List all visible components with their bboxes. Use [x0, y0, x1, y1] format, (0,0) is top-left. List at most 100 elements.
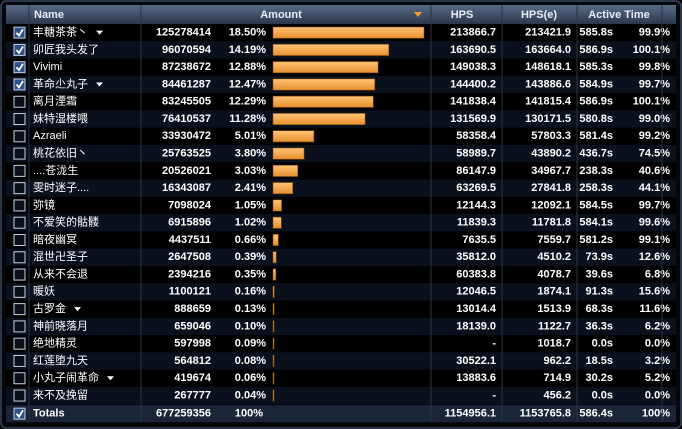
player-name: 混世卍圣子 [33, 250, 88, 263]
header-active-time[interactable]: Active Time [588, 9, 650, 21]
row-bg [6, 179, 676, 197]
expand-arrow[interactable] [107, 376, 114, 381]
checkbox[interactable] [13, 130, 26, 143]
checkbox[interactable] [13, 216, 26, 229]
checkbox[interactable] [13, 234, 26, 246]
hps: 35812.0 [456, 251, 496, 263]
checkbox[interactable] [13, 182, 26, 195]
player-name: 妹特湿楼喂 [33, 111, 88, 125]
hpse: 1018.7 [537, 338, 571, 350]
player-name: 桃花依旧丶 [33, 146, 88, 160]
player-name: 革命尐丸子 [33, 76, 88, 90]
hpse: 130171.5 [525, 113, 571, 125]
active-percent: 15.6% [639, 286, 670, 298]
amount-bar [272, 303, 275, 316]
header-amount[interactable]: Amount [260, 9, 302, 21]
expand-arrow[interactable] [74, 307, 81, 312]
header-hps[interactable]: HPS [451, 9, 474, 21]
checkbox[interactable] [13, 95, 26, 108]
hpse: 143886.6 [525, 78, 571, 90]
percent: 0.13% [235, 303, 266, 315]
hpse: 57803.3 [531, 130, 571, 142]
row-bg [6, 352, 676, 370]
percent: 0.04% [235, 389, 266, 401]
expand-arrow[interactable] [96, 30, 103, 35]
amount-bar [272, 337, 275, 350]
active-percent: 99.7% [639, 199, 670, 211]
checkbox[interactable] [13, 372, 26, 385]
check-mark [15, 409, 24, 419]
amount-bar [272, 320, 275, 333]
amount-bar [272, 199, 282, 212]
totals-name: Totals [33, 408, 65, 420]
player-name: 小丸子闹革命 [33, 370, 99, 384]
checkbox[interactable] [13, 78, 26, 91]
row-bg [6, 127, 676, 145]
checkbox[interactable] [13, 147, 26, 160]
checkbox[interactable] [13, 407, 26, 420]
hpse: 148618.1 [525, 61, 571, 73]
hps: 12144.3 [456, 199, 496, 211]
active-time: 91.3s [585, 286, 613, 298]
active-time: 0.0s [592, 338, 613, 350]
hps: - [492, 338, 496, 350]
active-time: 586.9s [579, 44, 613, 56]
percent: 3.80% [235, 148, 266, 160]
active-percent: 5.2% [645, 372, 670, 384]
hpse: 7559.7 [537, 234, 571, 246]
player-name: Vivimi [33, 61, 62, 73]
checkbox[interactable] [13, 164, 26, 177]
checkbox[interactable] [13, 320, 26, 333]
checkbox[interactable] [13, 337, 26, 350]
hps: 11839.3 [457, 217, 496, 229]
player-name: 神前晓落月 [33, 318, 88, 332]
checkbox[interactable] [13, 389, 26, 402]
player-name: 离月湮霜 [33, 94, 77, 108]
amount: 2647508 [168, 251, 211, 263]
checkbox[interactable] [13, 43, 26, 56]
expand-arrow[interactable] [96, 82, 103, 87]
totals-active: 100% [642, 408, 670, 420]
row-bg [6, 386, 676, 405]
active-time: 436.7s [579, 148, 613, 160]
checkbox[interactable] [13, 303, 26, 316]
player-name: 暗夜幽冥 [33, 232, 77, 246]
amount: 76410537 [162, 113, 211, 125]
hps: - [492, 389, 496, 401]
active-time: 36.3s [585, 320, 613, 332]
active-percent: 100.1% [633, 96, 671, 108]
checkbox[interactable] [13, 199, 26, 212]
hps: 18139.0 [456, 320, 496, 332]
active-time: 238.3s [579, 165, 613, 177]
player-name: 绝地精灵 [33, 336, 77, 350]
row-bg [6, 248, 676, 266]
percent: 12.47% [229, 78, 267, 90]
player-name: 红莲堕九天 [33, 353, 88, 367]
active-percent: 3.2% [645, 355, 670, 367]
checkbox[interactable] [13, 354, 26, 367]
checkbox[interactable] [13, 61, 26, 74]
hps: 30522.1 [456, 355, 496, 367]
checkbox[interactable] [13, 26, 26, 39]
active-percent: 99.7% [639, 78, 670, 90]
header-name[interactable]: Name [34, 9, 64, 21]
amount-bar [272, 216, 282, 229]
active-time: 581.2s [579, 234, 613, 246]
hpse: 1874.1 [537, 286, 571, 298]
active-percent: 99.0% [639, 113, 670, 125]
checkbox[interactable] [13, 285, 26, 298]
sort-arrow [414, 12, 422, 17]
active-percent: 12.6% [639, 251, 670, 263]
hpse: 962.2 [543, 355, 571, 367]
player-name: 从来不会退 [33, 267, 88, 280]
amount-bar [272, 372, 275, 385]
header-hpse[interactable]: HPS(e) [521, 9, 557, 21]
checkbox[interactable] [13, 113, 26, 126]
active-time: 0.0s [592, 389, 613, 401]
checkbox[interactable] [13, 268, 26, 281]
active-time: 68.3s [585, 303, 613, 315]
hps: 63269.5 [456, 182, 496, 194]
hps: 13014.4 [456, 303, 497, 315]
active-time: 73.9s [585, 251, 613, 263]
checkbox[interactable] [13, 251, 26, 264]
